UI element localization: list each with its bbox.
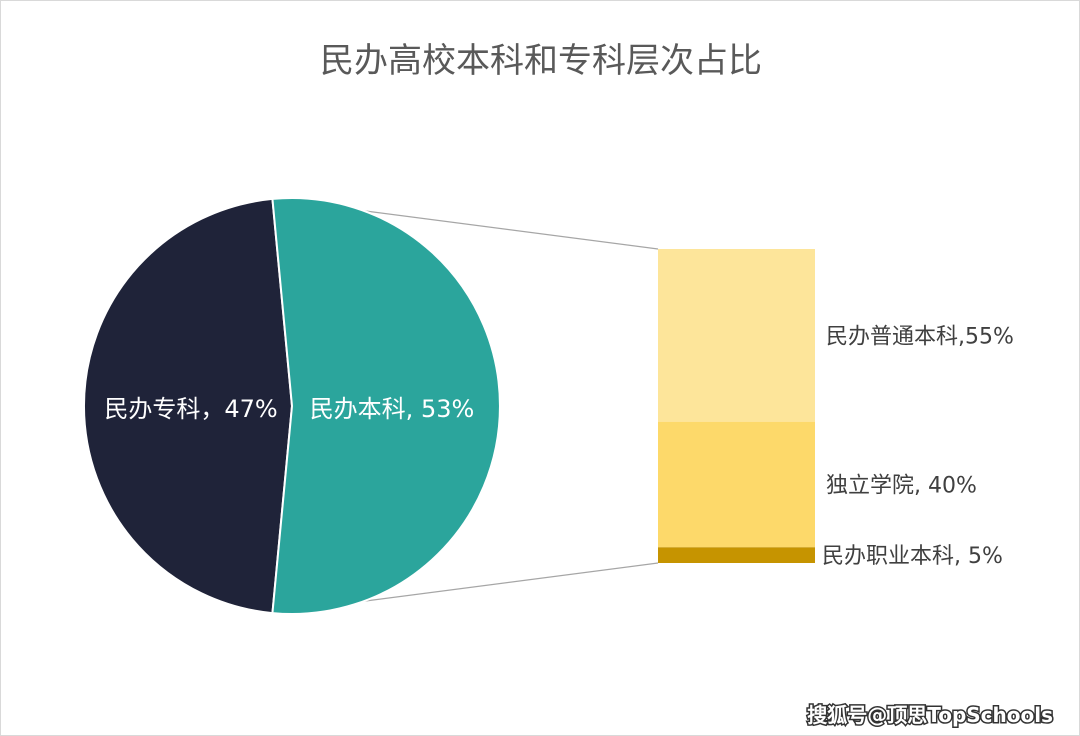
watermark: 搜狐号@顶思TopSchools: [807, 703, 1053, 727]
bar-segment-label: 独立学院, 40%: [826, 474, 977, 499]
bar-segment: [658, 421, 815, 548]
bar-group: [658, 249, 815, 563]
bar-segment-label: 民办职业本科, 5%: [822, 544, 1003, 569]
chart-title: 民办高校本科和专科层次占比: [320, 41, 762, 81]
pie-slice-label: 民办本科, 53%: [310, 395, 475, 423]
bar-segment-label: 民办普通本科,55%: [826, 324, 1014, 349]
pie-slice-main: [82, 197, 294, 615]
pie-slice-exploded: [271, 197, 501, 615]
pie-group: [82, 197, 501, 615]
bar-labels: 民办普通本科,55% 独立学院, 40% 民办职业本科, 5%: [822, 324, 1014, 569]
pie-slice-label: 民办专科，47%: [104, 395, 277, 423]
bar-segment: [658, 547, 815, 563]
pie-labels: 民办专科，47% 民办本科, 53%: [104, 395, 474, 423]
bar-segment: [658, 249, 815, 422]
